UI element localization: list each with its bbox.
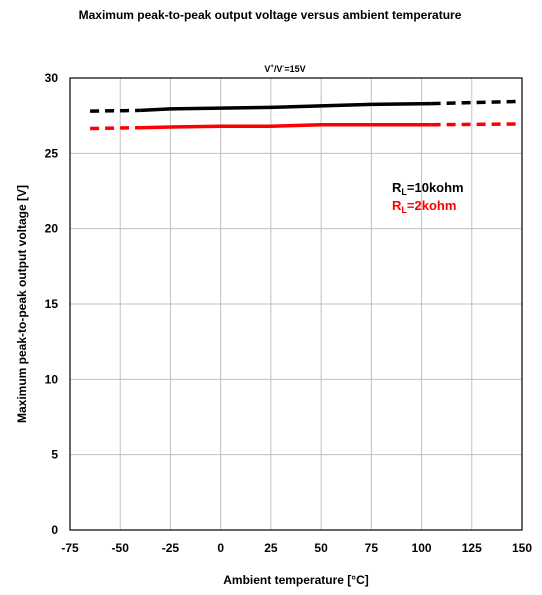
x-axis-label: Ambient temperature [°C] xyxy=(223,573,368,587)
legend-10k-rest: =10kohm xyxy=(407,180,464,195)
plot-frame xyxy=(69,77,523,531)
x-tick-label: -50 xyxy=(112,541,130,555)
grid xyxy=(69,77,523,531)
series-2kohm-dashed-low xyxy=(90,125,141,131)
x-tick-label: 0 xyxy=(217,541,224,555)
series-2kohm-solid xyxy=(140,122,432,130)
x-tick-label: 50 xyxy=(314,541,328,555)
y-tick-label: 20 xyxy=(45,222,59,236)
tick-labels: -75 -50 -25 0 25 50 75 100 125 150 0 5 10 15 20 25 30 xyxy=(45,71,533,555)
legend-2k-sub: L xyxy=(401,205,407,215)
y-tick-label: 0 xyxy=(51,523,58,537)
series-10kohm-solid xyxy=(140,101,432,113)
series-layer xyxy=(90,99,523,131)
legend-10k-main: R xyxy=(392,180,402,195)
x-tick-label: -25 xyxy=(162,541,180,555)
condition-mid: /V xyxy=(274,64,283,74)
x-tick-label: 75 xyxy=(365,541,379,555)
legend-10k-sub: L xyxy=(401,187,407,197)
legend-label-10kohm: RL=10kohm xyxy=(392,180,464,197)
legend-2k-rest: =2kohm xyxy=(407,198,457,213)
x-tick-label: 150 xyxy=(512,541,532,555)
x-tick-label: 25 xyxy=(264,541,278,555)
legend-2k-main: R xyxy=(392,198,402,213)
condition-suffix: =15V xyxy=(284,64,305,74)
series-2kohm-dashed-high xyxy=(431,122,523,127)
x-tick-label: -75 xyxy=(61,541,79,555)
legend-label-2kohm: RL=2kohm xyxy=(392,198,456,215)
chart-title: Maximum peak-to-peak output voltage vers… xyxy=(78,8,462,22)
condition-sup1: + xyxy=(270,64,274,70)
condition-prefix: V xyxy=(264,64,270,74)
y-axis-label: Maximum peak-to-peak output voltage [V] xyxy=(15,185,29,423)
condition-sup2: - xyxy=(282,64,284,70)
x-tick-label: 100 xyxy=(412,541,432,555)
series-10kohm-dashed-low xyxy=(90,108,141,113)
series-10kohm-dashed-high xyxy=(431,99,523,106)
y-tick-label: 25 xyxy=(45,146,59,160)
y-tick-label: 15 xyxy=(45,297,59,311)
x-tick-label: 125 xyxy=(462,541,482,555)
y-tick-label: 5 xyxy=(51,448,58,462)
condition-label: V+/V-=15V xyxy=(264,64,305,74)
y-tick-label: 10 xyxy=(45,372,59,386)
y-tick-label: 30 xyxy=(45,71,59,85)
